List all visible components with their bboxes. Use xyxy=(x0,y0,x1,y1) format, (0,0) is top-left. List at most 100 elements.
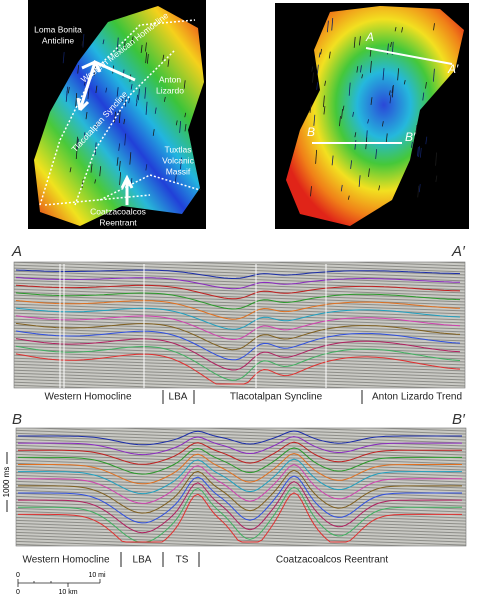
horizon xyxy=(18,464,462,504)
relief-spike xyxy=(313,114,316,126)
relief-spike xyxy=(391,84,394,98)
horizon xyxy=(18,492,462,543)
relief-spike xyxy=(95,85,98,93)
map-surface xyxy=(34,6,204,226)
relief-spike xyxy=(354,132,357,138)
relief-spike xyxy=(315,149,318,164)
relief-spike xyxy=(145,52,148,64)
horizons xyxy=(15,264,461,388)
relief-spike xyxy=(353,36,356,48)
section-label: B′ xyxy=(405,130,416,144)
horizon xyxy=(15,277,460,290)
relief-spike xyxy=(331,155,334,166)
section-label: B xyxy=(307,125,315,139)
relief-spike xyxy=(394,27,397,32)
relief-spike xyxy=(397,68,400,81)
section-label: A′ xyxy=(451,243,466,260)
relief-spike xyxy=(83,81,86,86)
relief-spike xyxy=(145,164,148,171)
horizon xyxy=(18,452,462,485)
map-label: Lizardo xyxy=(156,85,184,95)
relief-spike xyxy=(140,44,143,54)
relief-spike xyxy=(184,112,187,118)
horizon xyxy=(15,345,461,381)
section-label: B xyxy=(12,411,22,428)
scale-label: 0 xyxy=(16,589,20,596)
relief-spike xyxy=(118,143,121,151)
relief-spike xyxy=(370,97,373,105)
arrow xyxy=(120,174,134,205)
relief-spike xyxy=(105,87,108,93)
relief-spike xyxy=(118,160,121,171)
relief-spike xyxy=(124,133,127,146)
relief-spike xyxy=(347,195,350,200)
relief-spike xyxy=(119,172,121,186)
seismic-section xyxy=(13,261,466,389)
relief-spike xyxy=(368,168,370,177)
relief-spike xyxy=(130,83,133,90)
relief-spike xyxy=(352,111,355,117)
horizon xyxy=(18,486,462,543)
unit-label: Anton Lizardo Trend xyxy=(372,392,462,403)
horizon xyxy=(18,436,462,456)
relief-spike xyxy=(425,82,427,89)
map-label: Volcanic xyxy=(162,155,194,165)
relief-spike xyxy=(435,152,437,166)
map-label: Tuxtlas xyxy=(164,144,191,154)
horizon xyxy=(15,300,461,320)
horizon xyxy=(18,430,462,446)
relief-spike xyxy=(146,54,149,64)
horizon xyxy=(18,475,462,524)
relief-spike xyxy=(359,36,361,46)
relief-spike xyxy=(320,48,323,55)
relief-spike xyxy=(388,90,391,96)
relief-spike xyxy=(77,138,79,149)
relief-spike xyxy=(87,88,90,100)
unit-label: Coatzacoalcos Reentrant xyxy=(276,555,389,566)
relief-spike xyxy=(433,68,435,82)
relief-spike xyxy=(184,123,187,132)
relief-spike xyxy=(95,122,98,128)
map-label: Anticline xyxy=(42,35,74,45)
relief-spike xyxy=(69,167,72,173)
relief-spike xyxy=(116,87,119,97)
relief-spike xyxy=(90,163,93,173)
relief-spike xyxy=(129,152,132,165)
horizon xyxy=(15,315,461,341)
relief-spike xyxy=(77,65,80,74)
relief-spike xyxy=(99,166,102,177)
relief-spike xyxy=(328,51,331,59)
map-surface xyxy=(286,6,464,226)
relief-spike xyxy=(137,88,140,101)
horizon xyxy=(15,284,461,300)
relief-spike xyxy=(326,20,329,33)
relief-spike xyxy=(135,101,138,107)
horizon xyxy=(15,307,461,330)
relief-spike xyxy=(370,60,372,73)
horizons xyxy=(18,430,462,543)
relief-spike xyxy=(348,82,351,96)
map-label: Anton xyxy=(159,74,181,84)
relief-spike xyxy=(316,64,319,74)
section-label: A′ xyxy=(447,62,459,76)
relief-spike xyxy=(309,104,312,113)
section-line xyxy=(365,47,453,65)
relief-spike xyxy=(341,108,343,119)
map-relief xyxy=(62,34,187,189)
relief-spike xyxy=(425,136,428,145)
relief-spike xyxy=(422,92,425,101)
relief-spike xyxy=(311,66,314,72)
horizon xyxy=(15,330,461,361)
relief-spike xyxy=(145,42,147,52)
relief-spike xyxy=(360,65,362,73)
relief-spike xyxy=(323,95,325,108)
relief-spike xyxy=(94,142,97,156)
relief-spike xyxy=(381,121,384,127)
relief-spike xyxy=(350,160,353,169)
relief-spike xyxy=(416,147,419,157)
relief-spike xyxy=(179,120,182,133)
horizon xyxy=(18,447,462,475)
relief-spike xyxy=(417,185,420,198)
relief-spike xyxy=(418,184,421,193)
